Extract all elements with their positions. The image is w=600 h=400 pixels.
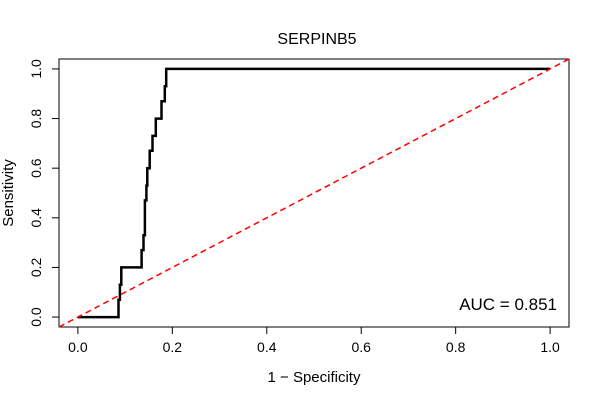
x-axis-label: 1 − Specificity — [268, 369, 361, 386]
y-axis: 0.0 0.2 0.4 0.6 0.8 1.0 — [28, 59, 59, 327]
y-axis-label: Sensitivity — [0, 159, 17, 227]
y-tick-label: 0.6 — [28, 158, 44, 178]
chance-diagonal-line — [58, 58, 570, 328]
x-tick-label: 0.8 — [446, 339, 466, 355]
y-tick-label: 0.0 — [28, 307, 44, 327]
x-tick-label: 0.6 — [351, 339, 371, 355]
series-layer — [58, 58, 570, 328]
chart-title: SERPINB5 — [277, 31, 356, 48]
x-tick-label: 0.4 — [257, 339, 277, 355]
y-tick-label: 1.0 — [28, 59, 44, 79]
x-tick-label: 0.0 — [68, 339, 88, 355]
x-tick-label: 1.0 — [540, 339, 560, 355]
auc-annotation: AUC = 0.851 — [459, 295, 557, 314]
y-tick-label: 0.2 — [28, 258, 44, 278]
y-tick-label: 0.4 — [28, 208, 44, 228]
plot-frame — [58, 58, 570, 328]
roc-curve — [77, 67, 551, 319]
y-tick-label: 0.8 — [28, 109, 44, 129]
x-axis: 0.0 0.2 0.4 0.6 0.8 1.0 — [68, 327, 560, 355]
x-tick-label: 0.2 — [163, 339, 183, 355]
